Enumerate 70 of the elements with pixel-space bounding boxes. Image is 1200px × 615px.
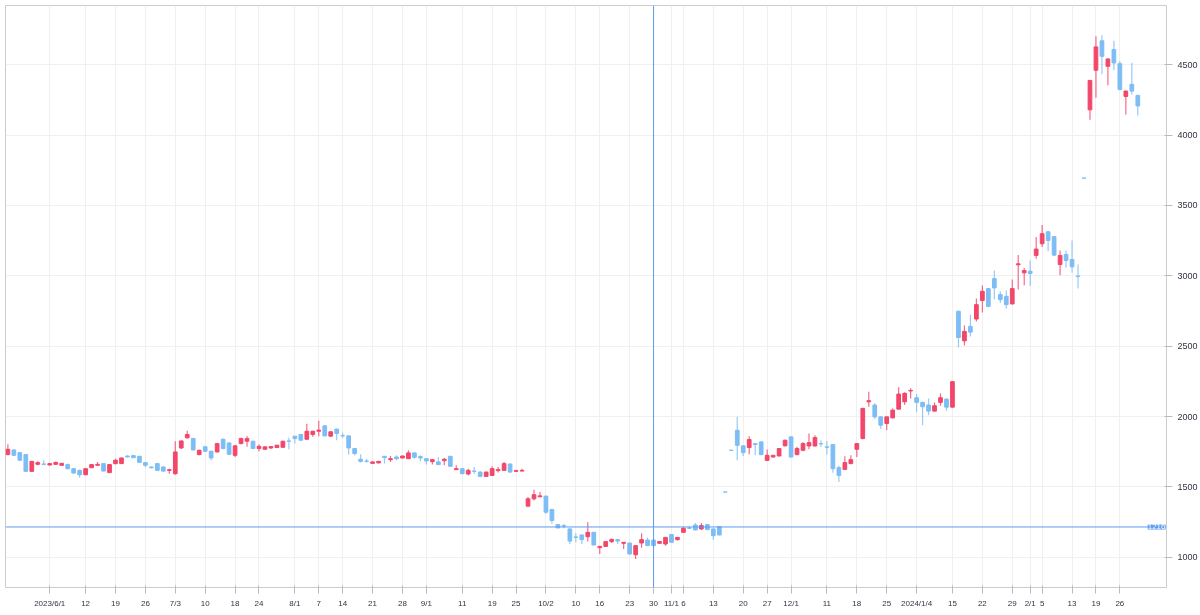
y-tick-label: 4500 (1177, 59, 1198, 70)
x-tick-label: 8/1 (289, 598, 301, 608)
candlestick (746, 435, 752, 455)
x-tick-label: 19 (1091, 598, 1101, 608)
candlestick (1009, 279, 1015, 305)
x-tick-label: 13 (708, 598, 719, 608)
candlestick (962, 324, 967, 347)
x-tick-label: 10 (200, 598, 211, 608)
candlestick (1075, 263, 1081, 290)
x-tick-label: 25 (511, 598, 522, 608)
y-tick-label: 2500 (1177, 341, 1198, 352)
candlestick (974, 298, 979, 323)
x-tick-label: 20 (738, 598, 749, 608)
x-tick-label: 26 (140, 598, 151, 608)
x-tick-label: 12/1 (783, 598, 800, 608)
x-tick-label: 11 (822, 598, 832, 608)
x-tick-label: 6 (681, 598, 687, 608)
x-tick-label: 18 (852, 598, 862, 608)
x-tick-label: 10 (571, 598, 581, 608)
candlestick (980, 284, 985, 314)
y-tick-label: 2000 (1177, 411, 1198, 422)
x-tick-label: 11/1 (664, 598, 680, 608)
candlestick (1123, 89, 1129, 116)
x-tick-label: 23 (625, 598, 635, 608)
x-tick-label: 2024/1/4 (901, 598, 933, 608)
y-tick-label: 3500 (1177, 200, 1198, 211)
ref-line-label: 1216 (1147, 522, 1167, 532)
candlestick (788, 435, 794, 459)
candlestick (1105, 57, 1111, 86)
x-tick-label: 16 (595, 598, 605, 608)
x-tick-label: 10/2 (538, 598, 555, 608)
x-tick-label: 7/3 (169, 598, 182, 608)
x-tick-label: 9/1 (420, 598, 433, 608)
candlestick (1057, 249, 1063, 276)
x-tick-label: 15 (948, 598, 958, 608)
candlestick (1033, 236, 1039, 260)
y-tick-label: 1000 (1177, 552, 1198, 563)
y-tick-label: 4000 (1177, 130, 1198, 141)
x-tick-label: 2/1 (1024, 598, 1037, 608)
candlestick (1099, 34, 1105, 75)
candlestick (1093, 35, 1099, 99)
x-tick-label: 24 (254, 598, 264, 608)
x-tick-label: 12 (81, 598, 91, 608)
x-tick-label: 27 (762, 598, 773, 608)
candlestick (968, 314, 973, 338)
x-tick-label: 22 (977, 598, 988, 608)
x-tick-label: 26 (1115, 598, 1125, 608)
x-tick-label: 25 (882, 598, 892, 608)
x-tick-label: 18 (230, 598, 241, 608)
x-tick-label: 13 (1067, 598, 1078, 608)
candlestick (818, 439, 824, 448)
x-tick-label: 7 (316, 598, 322, 608)
x-tick-label: 11 (458, 598, 467, 608)
candlestick (1039, 224, 1045, 248)
candlestick (585, 521, 591, 543)
x-tick-label: 2023/6/1 (34, 598, 66, 608)
x-tick-label: 21 (368, 598, 378, 608)
candlestick (1027, 259, 1033, 287)
candlestick (1015, 254, 1021, 291)
x-tick-label: 29 (1007, 598, 1018, 608)
x-tick-label: 5 (1039, 598, 1045, 608)
candlestick (1129, 62, 1135, 96)
x-tick-label: 14 (338, 598, 348, 608)
y-tick-label: 1500 (1177, 481, 1198, 492)
x-tick-label: 30 (649, 598, 659, 608)
x-tick-label: 19 (487, 598, 498, 608)
x-tick-label: 28 (398, 598, 408, 608)
x-tick-label: 19 (111, 598, 121, 608)
candlestick (286, 437, 292, 450)
y-tick-label: 3000 (1177, 270, 1198, 281)
